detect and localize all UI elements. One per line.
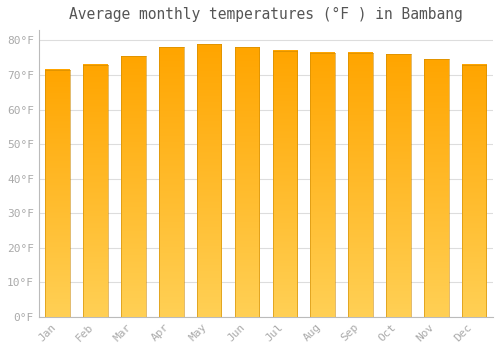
Title: Average monthly temperatures (°F ) in Bambang: Average monthly temperatures (°F ) in Ba…	[69, 7, 463, 22]
